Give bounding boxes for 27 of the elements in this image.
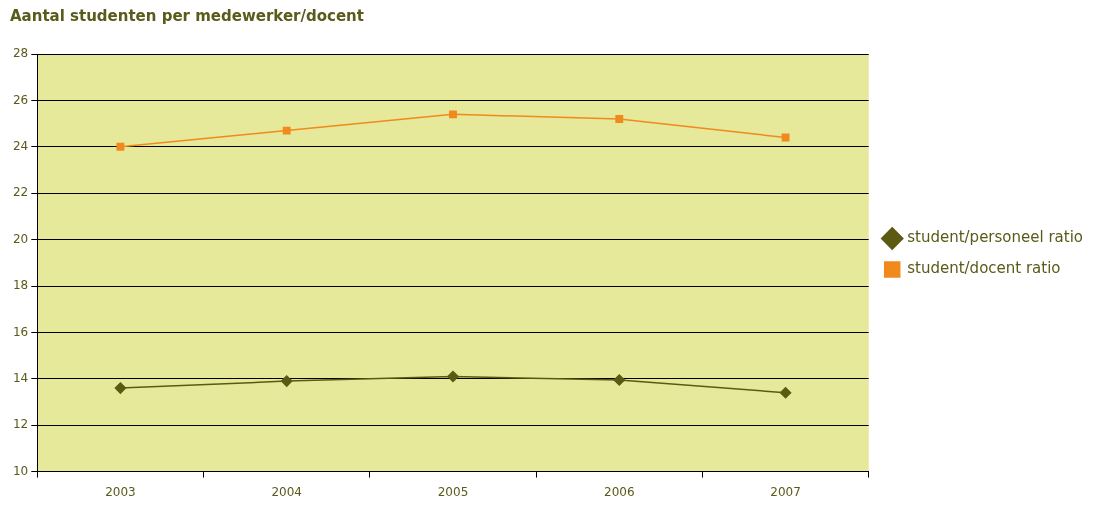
legend-label: student/docent ratio — [907, 259, 1061, 278]
y-tick-label: 26 — [12, 92, 29, 107]
y-tick-label: 16 — [12, 324, 29, 339]
x-tick-label: 2005 — [437, 484, 469, 499]
x-tick-label: 2007 — [770, 484, 801, 499]
y-tick-label: 24 — [12, 138, 29, 153]
point — [447, 370, 459, 383]
x-tick-label: 2006 — [604, 484, 635, 499]
y-tick-label: 18 — [12, 278, 29, 293]
x-tick-label: 2003 — [105, 484, 136, 499]
y-tick-label: 22 — [12, 185, 29, 200]
point — [615, 115, 624, 123]
point — [116, 142, 125, 151]
y-tick-label: 10 — [12, 463, 29, 478]
point — [779, 386, 792, 399]
legend-label: student/personeel ratio — [907, 228, 1084, 247]
point — [280, 375, 293, 387]
point — [114, 382, 127, 394]
x-tick-label: 2004 — [271, 484, 302, 499]
point — [613, 374, 626, 386]
chart-title: Aantal studenten per medewerker/docent — [10, 6, 364, 25]
y-tick-label: 14 — [12, 370, 29, 385]
point — [282, 126, 291, 135]
y-tick-label: 20 — [12, 231, 29, 246]
point — [449, 110, 457, 119]
y-tick-label: 28 — [12, 46, 29, 61]
y-tick-label: 12 — [12, 417, 29, 432]
